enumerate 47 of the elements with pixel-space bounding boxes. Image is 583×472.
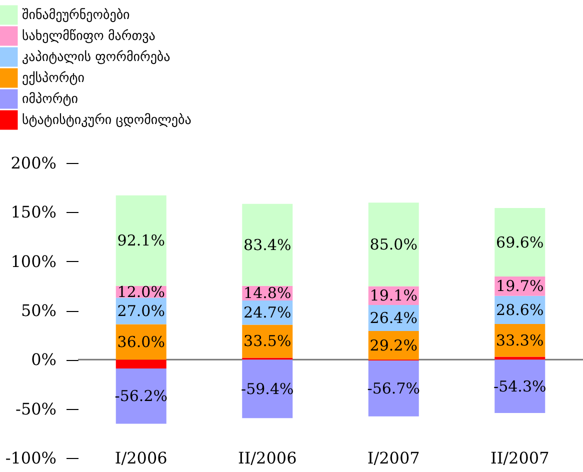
y-tick-label: 50%	[20, 301, 56, 320]
x-tick-label: II/2006	[238, 448, 297, 468]
x-tick-label: I/2006	[114, 448, 168, 468]
bar	[494, 356, 546, 360]
y-tick-label: -50%	[16, 399, 56, 418]
data-label: 33.5%	[244, 332, 292, 350]
y-tick-label: 100%	[10, 252, 56, 271]
bar	[368, 360, 419, 416]
legend-label: შინამეურნეობები	[22, 8, 130, 23]
bar	[368, 202, 419, 286]
data-label: 26.4%	[370, 308, 418, 327]
bar	[494, 360, 546, 414]
bar	[242, 204, 293, 286]
x-tick-label: II/2007	[490, 448, 550, 468]
data-label: 36.0%	[117, 332, 165, 351]
bar	[116, 368, 166, 424]
data-label: -56.7%	[367, 380, 420, 398]
bar	[242, 360, 293, 418]
bar	[116, 195, 166, 286]
legend-label: კაპიტალის ფორმირება	[22, 50, 170, 65]
data-label: 83.4%	[244, 236, 292, 254]
bar	[116, 360, 166, 369]
x-tick-label: I/2007	[367, 448, 420, 468]
legend-label: სტატისტიკური ცდომილება	[22, 113, 192, 128]
data-label: 28.6%	[496, 300, 544, 319]
data-label: -59.4%	[241, 380, 294, 398]
y-tick-label: -100%	[5, 448, 56, 468]
data-label: 14.8%	[244, 284, 292, 302]
data-label: 29.2%	[370, 336, 418, 354]
y-tick-label: 0%	[31, 350, 56, 370]
y-tick-label: 150%	[10, 202, 56, 222]
data-label: 33.3%	[496, 331, 544, 350]
bar	[494, 208, 546, 276]
data-label: -54.3%	[494, 377, 546, 396]
data-label: 85.0%	[370, 235, 418, 254]
legend-label: სახელმწიფო მართვა	[22, 29, 156, 44]
data-label: 12.0%	[117, 282, 165, 301]
data-label: 27.0%	[117, 302, 165, 320]
data-label: 69.6%	[496, 233, 544, 252]
legend-label: იმპორტი	[22, 92, 78, 107]
data-label: -56.2%	[114, 387, 168, 406]
data-label: 19.7%	[496, 277, 544, 296]
data-label: 19.1%	[370, 286, 418, 305]
legend-label: ექსპორტი	[22, 71, 85, 86]
data-label: 92.1%	[117, 232, 165, 250]
data-label: 24.7%	[244, 304, 292, 322]
y-tick-label: 200%	[10, 154, 56, 172]
